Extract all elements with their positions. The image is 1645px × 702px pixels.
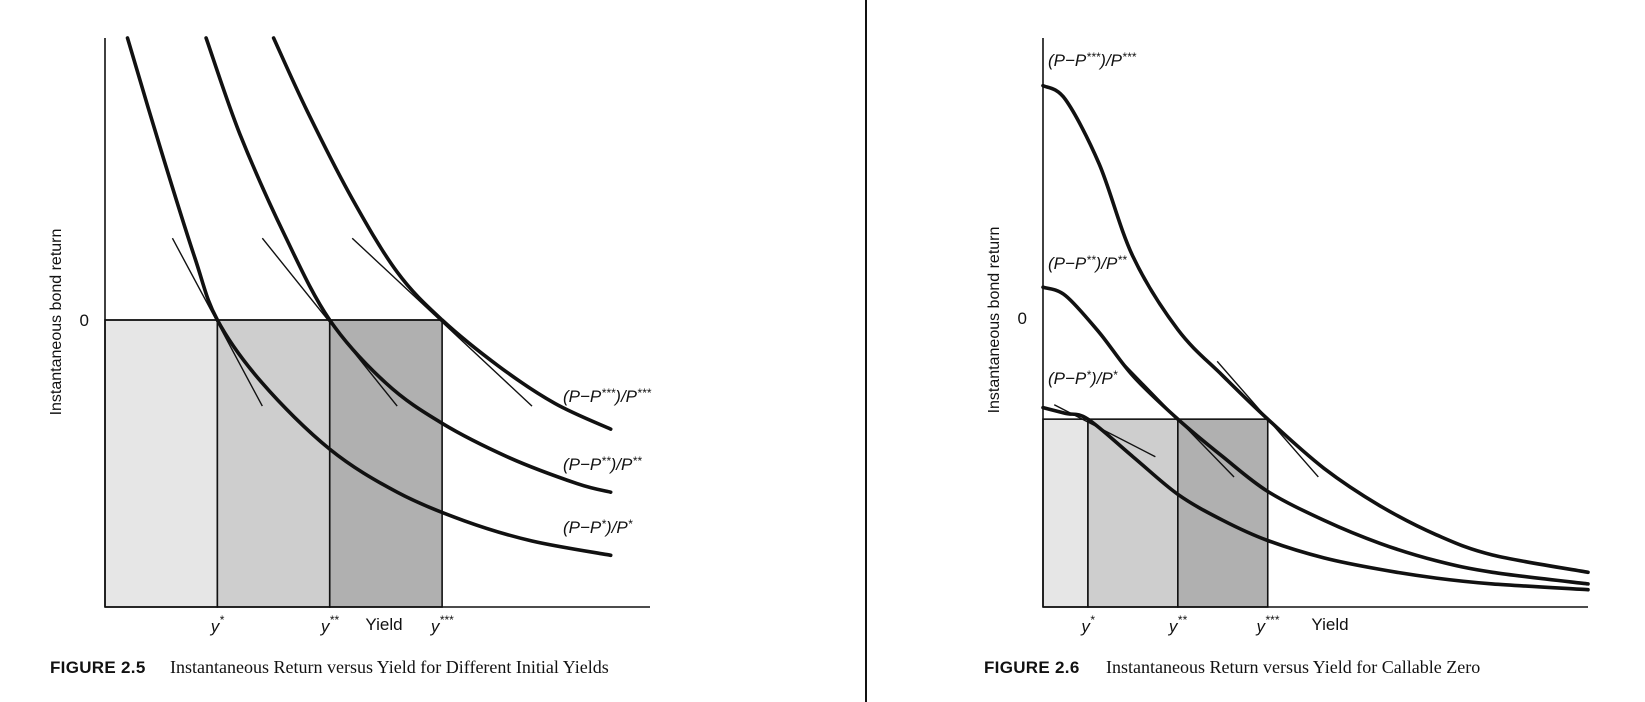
figure-2-5-chart: (P−P*)/P* (P−P**)/P** (P−P***)/P*** y* y** y*… <box>48 36 651 677</box>
series-curve-1 <box>125 36 613 558</box>
series-curve-2 <box>204 36 613 494</box>
figure-number: FIGURE 2.5 <box>50 658 146 677</box>
series-label-1: (P−P***)/P*** <box>1048 50 1136 70</box>
y-axis-label: Instantaneous bond return <box>986 227 1003 414</box>
x-tick-label-2: y** <box>1168 613 1187 636</box>
series-label-2: (P−P**)/P** <box>1048 253 1127 273</box>
x-tick-label-3: y*** <box>430 613 454 636</box>
series-curve-3 <box>1041 405 1590 592</box>
x-tick-label-1: y* <box>1080 613 1095 636</box>
figure-caption: Instantaneous Return versus Yield for Di… <box>170 657 609 677</box>
zero-label: 0 <box>80 311 89 330</box>
shaded-region-2 <box>1087 418 1179 608</box>
x-axis-label: Yield <box>365 615 402 634</box>
shaded-region-1 <box>104 319 219 608</box>
figure-2-6-chart: (P−P***)/P*** (P−P**)/P** (P−P*)/P* y* y** y*… <box>984 38 1590 677</box>
x-axis-label: Yield <box>1311 615 1348 634</box>
x-tick-label-2: y** <box>320 613 339 636</box>
x-tick-label-1: y* <box>210 613 225 636</box>
series-curve-3 <box>271 36 613 431</box>
shaded-region-3 <box>1177 418 1269 608</box>
shaded-region-1 <box>1042 418 1089 608</box>
shaded-region-2 <box>216 319 331 608</box>
series-label-3: (P−P*)/P* <box>1048 368 1118 388</box>
series-label-3: (P−P***)/P*** <box>563 386 651 406</box>
series-curve-1 <box>1041 83 1590 575</box>
y-axis-label: Instantaneous bond return <box>48 229 65 416</box>
series-curve-2 <box>1041 285 1590 586</box>
x-tick-label-3: y*** <box>1255 613 1279 636</box>
zero-label: 0 <box>1018 309 1027 328</box>
series-label-1: (P−P*)/P* <box>563 517 633 537</box>
figure-number: FIGURE 2.6 <box>984 658 1080 677</box>
figure-caption: Instantaneous Return versus Yield for Ca… <box>1106 657 1480 677</box>
series-label-2: (P−P**)/P** <box>563 454 642 474</box>
